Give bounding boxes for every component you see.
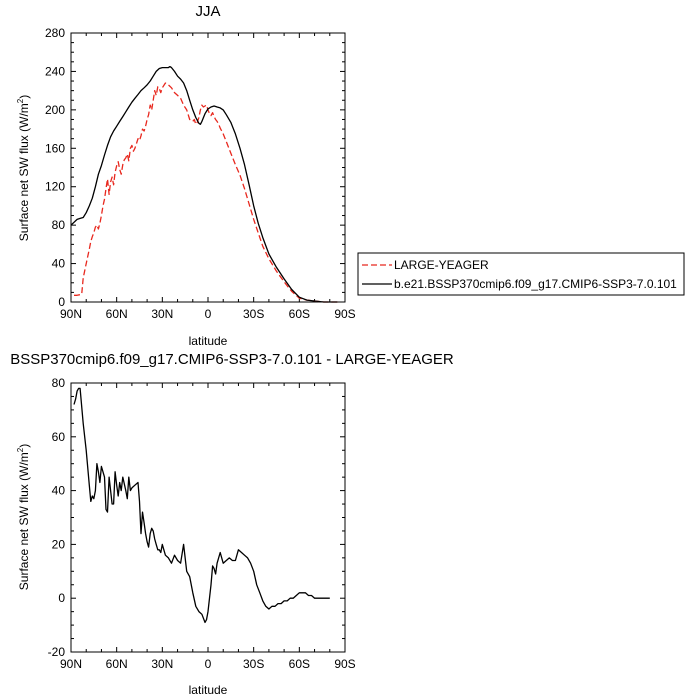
panel-bottom: BSSP370cmip6.f09_g17.CMIP6-SSP3-7.0.101 … xyxy=(10,351,454,697)
svg-text:Surface net SW flux (W/m2): Surface net SW flux (W/m2) xyxy=(16,444,31,590)
y-tick-label: -20 xyxy=(48,645,66,659)
x-tick-label: 0 xyxy=(205,657,212,671)
series-line-0-1 xyxy=(70,65,338,303)
y-tick-label: 160 xyxy=(45,141,65,155)
x-tick-label: 60S xyxy=(289,307,310,321)
chart-title: JJA xyxy=(195,3,220,20)
axes-difference: -20 0 20 40 60 80 90N 60N 30N 0 30S 60S 90S xyxy=(48,376,356,671)
y-tick-label: 40 xyxy=(52,257,66,271)
x-axis-label-difference: latitude xyxy=(189,683,228,697)
y-tick-label: 0 xyxy=(58,295,65,309)
x-tick-label: 60S xyxy=(289,657,310,671)
y-tick-label: 200 xyxy=(45,103,65,117)
panel-top: JJA Surface net SW flux (W/m2) latitude … xyxy=(16,3,356,348)
y-axis-label-difference: Surface net SW flux (W/m2) xyxy=(16,444,31,590)
y-tick-label: 240 xyxy=(45,64,65,78)
x-tick-label: 30S xyxy=(243,657,264,671)
x-tick-label: 90N xyxy=(60,657,82,671)
y-axis-label: Surface net SW flux (W/m2) xyxy=(16,95,31,241)
series-lines-difference xyxy=(73,387,330,624)
chart-title-difference: BSSP370cmip6.f09_g17.CMIP6-SSP3-7.0.101 … xyxy=(10,351,454,368)
series-line-1-0 xyxy=(73,387,330,624)
x-tick-label: 90S xyxy=(334,307,355,321)
x-tick-label: 0 xyxy=(205,307,212,321)
plot-frame xyxy=(70,32,346,303)
plot-area xyxy=(70,32,346,303)
x-tick-label: 30N xyxy=(151,657,173,671)
series-lines xyxy=(70,65,338,303)
svg-text:Surface net SW flux (W/m2): Surface net SW flux (W/m2) xyxy=(16,95,31,241)
legend: LARGE-YEAGER b.e21.BSSP370cmip6.f09_g17.… xyxy=(357,252,685,296)
y-tick-label: 80 xyxy=(52,376,66,390)
series-line-0-0 xyxy=(74,82,338,303)
axes: 0 40 80 120 160 200 240 280 90N 60N 30N 0 30S 60S 90S xyxy=(45,26,356,321)
y-tick-label: 60 xyxy=(52,430,66,444)
x-tick-label: 90S xyxy=(334,657,355,671)
legend-label-large-yeager: LARGE-YEAGER xyxy=(394,258,489,272)
x-tick-label: 30S xyxy=(243,307,264,321)
x-tick-label: 90N xyxy=(60,307,82,321)
x-tick-label: 60N xyxy=(106,657,128,671)
legend-label-cmip6: b.e21.BSSP370cmip6.f09_g17.CMIP6-SSP3-7.… xyxy=(394,277,677,291)
y-tick-label: 40 xyxy=(52,484,66,498)
y-tick-label: 120 xyxy=(45,180,65,194)
y-tick-label: 20 xyxy=(52,537,66,551)
y-tick-label: 280 xyxy=(45,26,65,40)
legend-box xyxy=(357,252,685,296)
x-tick-label: 30N xyxy=(151,307,173,321)
x-tick-label: 60N xyxy=(106,307,128,321)
y-tick-label: 0 xyxy=(58,591,65,605)
y-tick-label: 80 xyxy=(52,218,66,232)
x-axis-label: latitude xyxy=(189,334,228,348)
